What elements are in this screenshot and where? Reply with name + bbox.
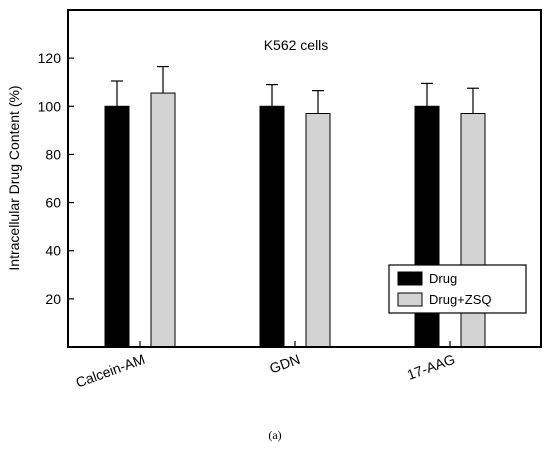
plot-area-frame bbox=[67, 9, 542, 348]
x-axis: Calcein-AM GDN 17-AAG bbox=[74, 341, 457, 391]
x-tick-label-17-aag: 17-AAG bbox=[405, 351, 457, 383]
bar-drug-zsq-calcein-am bbox=[150, 92, 176, 348]
bar-drug-zsq-gdn bbox=[305, 113, 331, 348]
legend-label-drug-zsq: Drug+ZSQ bbox=[429, 292, 492, 307]
y-axis-label: Intracellular Drug Content (%) bbox=[6, 85, 22, 270]
y-axis: 20 40 60 80 100 120 bbox=[38, 50, 74, 307]
legend-swatch-drug bbox=[397, 271, 423, 286]
x-tick-label-gdn: GDN bbox=[267, 351, 302, 377]
y-tick-label: 40 bbox=[45, 243, 61, 259]
bar-drug-calcein-am bbox=[104, 105, 130, 348]
y-tick-label: 100 bbox=[38, 98, 62, 114]
legend-label-drug: Drug bbox=[429, 271, 457, 286]
legend: Drug Drug+ZSQ bbox=[388, 264, 527, 314]
chart-title: K562 cells bbox=[264, 37, 329, 53]
bar-drug-gdn bbox=[259, 105, 285, 348]
figure-caption: (a) bbox=[268, 428, 282, 442]
bars-group bbox=[104, 92, 486, 348]
y-tick-label: 80 bbox=[45, 146, 61, 162]
y-tick-label: 20 bbox=[45, 291, 61, 307]
legend-swatch-drug-zsq bbox=[397, 292, 423, 307]
y-tick-label: 120 bbox=[38, 50, 62, 66]
x-tick-label-calcein-am: Calcein-AM bbox=[74, 351, 147, 391]
error-bars-group bbox=[111, 65, 479, 114]
y-tick-label: 60 bbox=[45, 195, 61, 211]
